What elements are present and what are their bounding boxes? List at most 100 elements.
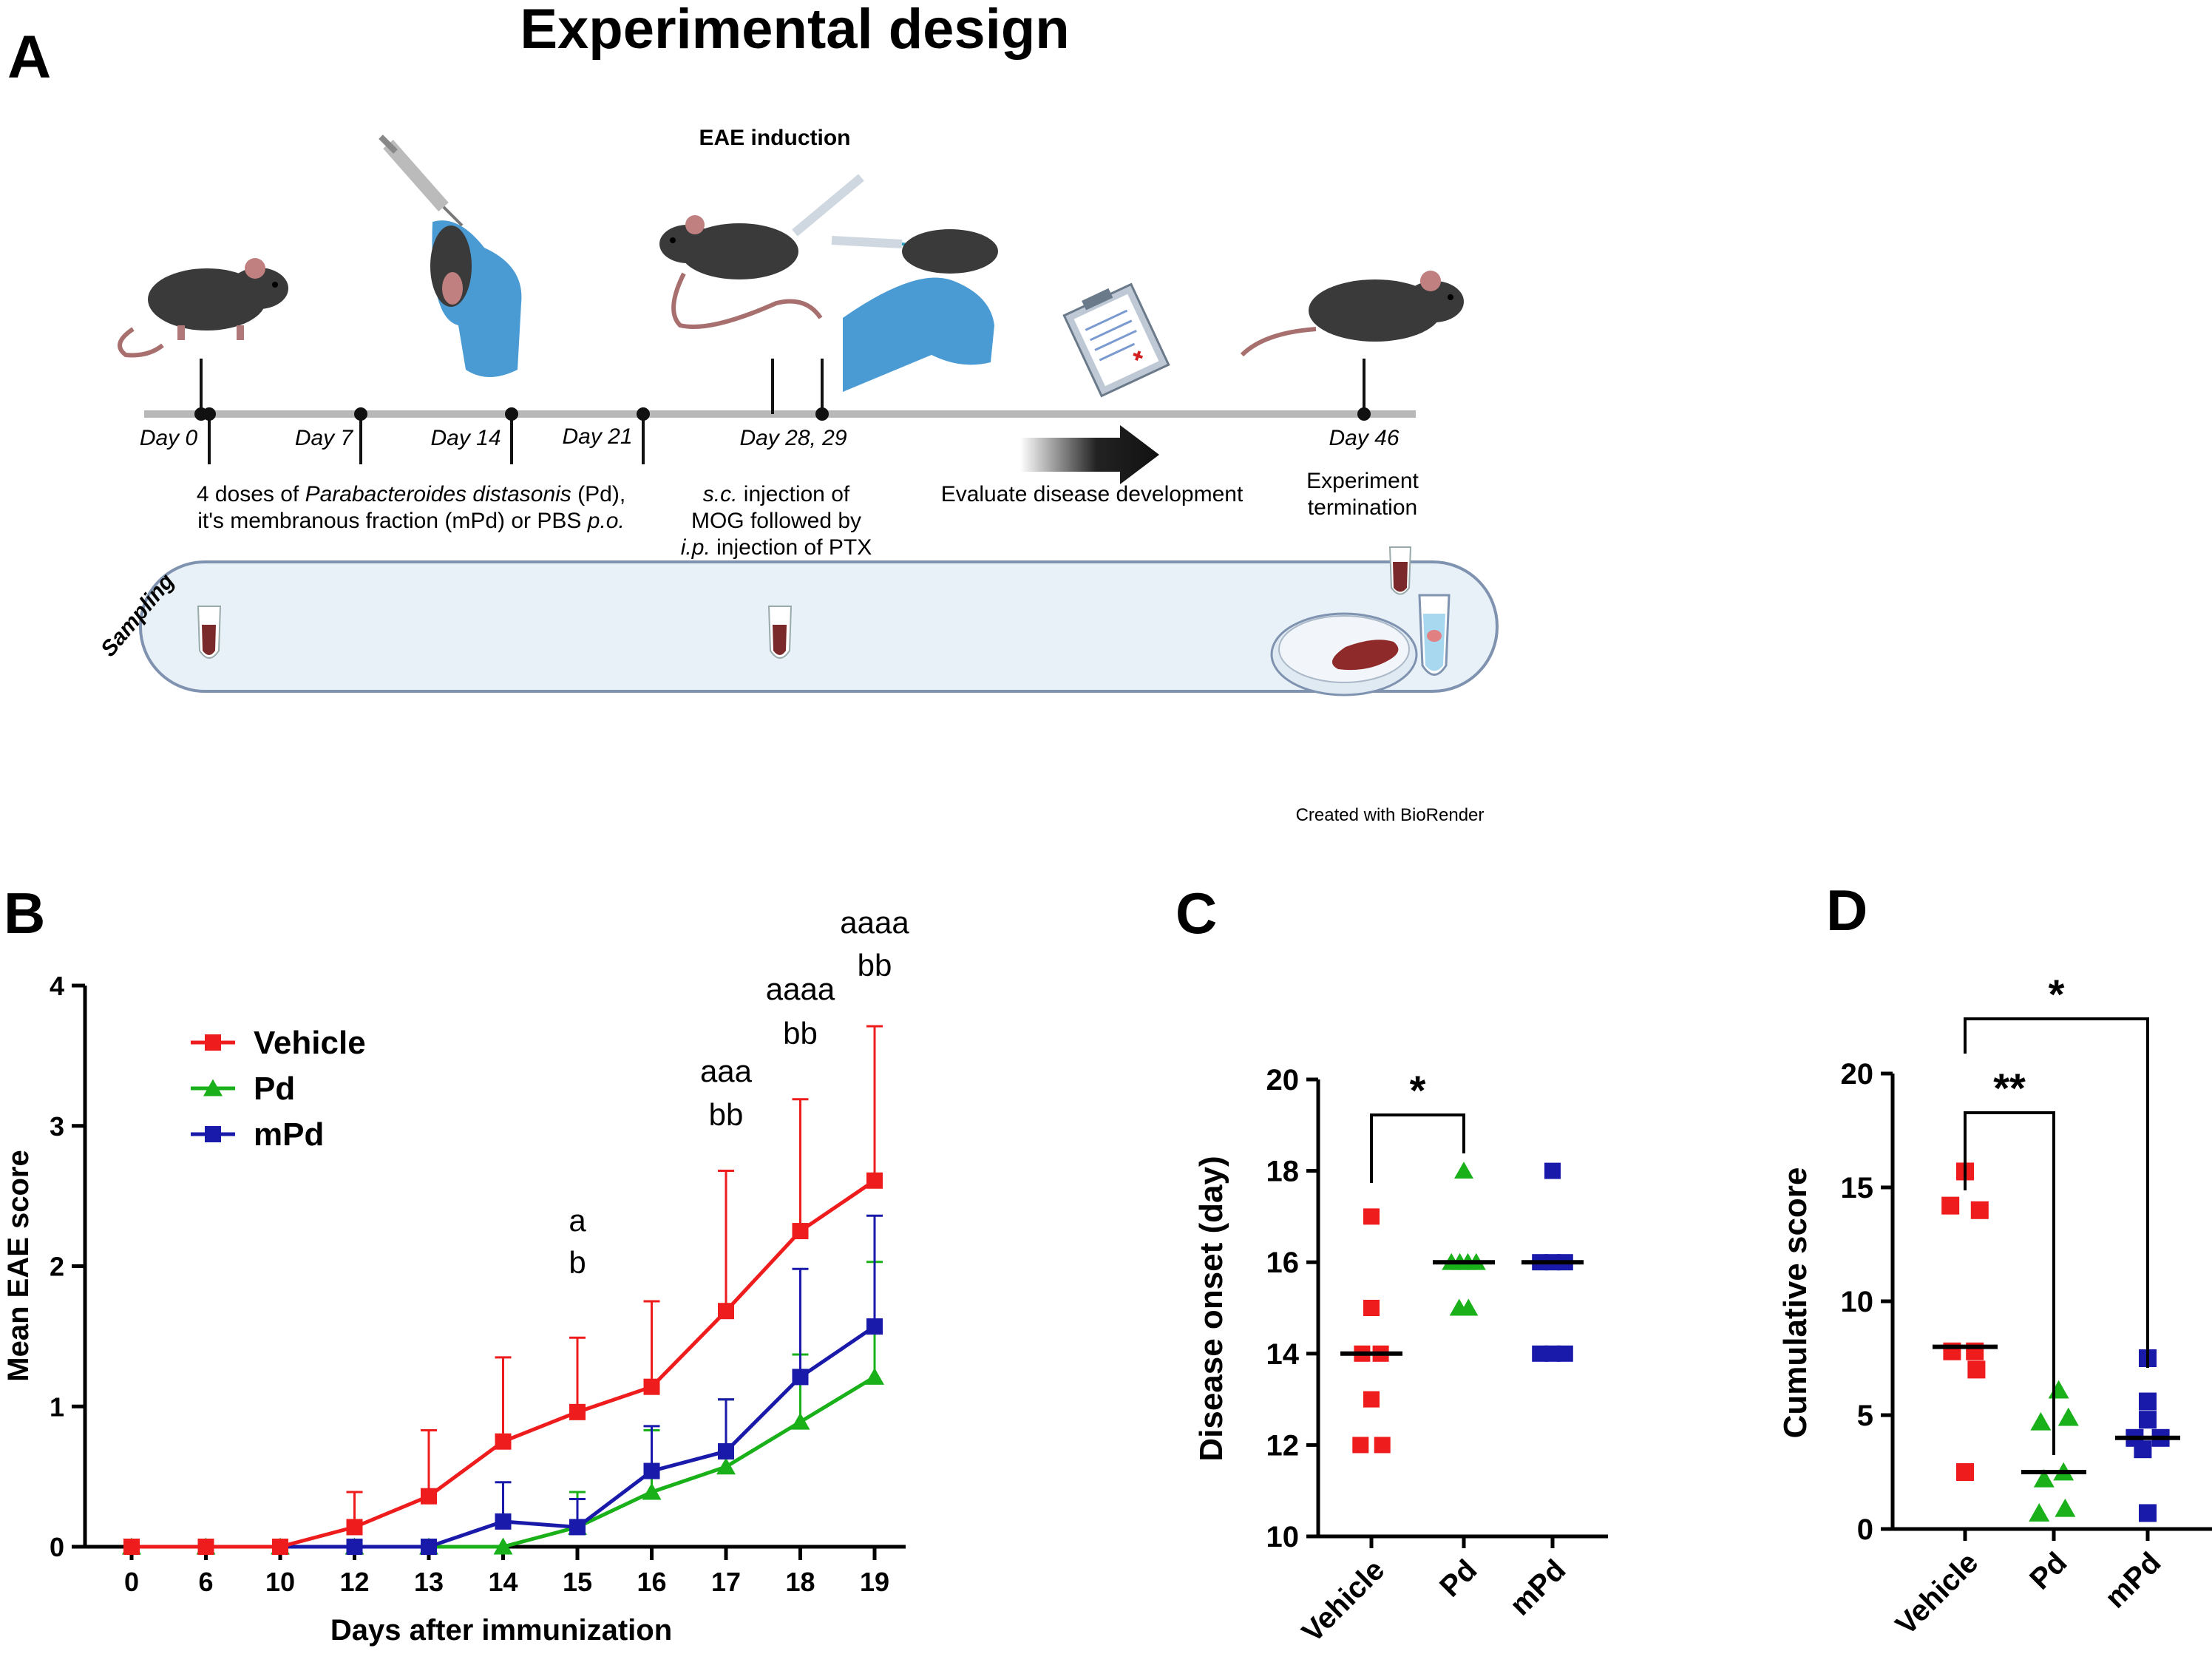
data-point xyxy=(2030,1411,2052,1431)
y-axis-label: Mean EAE score xyxy=(2,1150,35,1381)
data-point xyxy=(123,1539,140,1555)
significance-brackets: * xyxy=(1370,1067,1465,1183)
sample-tube-icon xyxy=(1418,594,1451,676)
legend-marker xyxy=(205,1034,221,1051)
data-point xyxy=(1454,1162,1473,1179)
y-tick-label: 16 xyxy=(1266,1247,1300,1279)
data-point xyxy=(792,1223,809,1240)
timeline-ticks xyxy=(200,359,1365,464)
x-tick-label: 6 xyxy=(198,1567,213,1597)
y-tick-label: 15 xyxy=(1841,1172,1874,1204)
group-mpd xyxy=(1521,1162,1584,1362)
x-tick-label: 14 xyxy=(488,1567,518,1597)
y-tick-label: 1 xyxy=(50,1391,64,1422)
induction-desc-line2: MOG followed by xyxy=(691,509,861,533)
treatment-desc-line1: 4 doses of Parabacteroides distasonis (P… xyxy=(197,482,625,506)
treatment-desc-line2: it's membranous fraction (mPd) or PBS p.… xyxy=(197,509,625,533)
y-tick-label: 4 xyxy=(50,971,64,1001)
panel-c: C 10 12 14 16 18 20 Vehicle Pd mPd Disease onset … xyxy=(1175,881,1608,1649)
data-point xyxy=(642,1482,662,1500)
y-axis-label: Cumulative score xyxy=(1777,1167,1814,1439)
day-46-label: Day 46 xyxy=(1329,426,1399,450)
x-tick-label: mPd xyxy=(2099,1546,2167,1614)
gloved-hand-icon xyxy=(430,220,522,377)
x-tick-label: 18 xyxy=(785,1567,815,1597)
data-point xyxy=(1374,1437,1391,1454)
x-tick-label: Pd xyxy=(1434,1553,1483,1603)
group-pd xyxy=(1433,1162,1495,1316)
data-point xyxy=(1956,1463,1974,1481)
data-point xyxy=(346,1519,363,1536)
gloved-hand-icon xyxy=(843,229,998,392)
data-point xyxy=(2057,1407,2079,1426)
y-tick-label: 10 xyxy=(1266,1521,1300,1553)
y-tick-label: 5 xyxy=(1857,1400,1873,1432)
significance-label: * xyxy=(2049,971,2065,1017)
data-point xyxy=(2033,1468,2055,1488)
panel-d-letter: D xyxy=(1826,878,1867,943)
series-vehicle xyxy=(123,1025,883,1555)
x-tick-label: 19 xyxy=(860,1567,889,1597)
x-tick-label: 13 xyxy=(414,1567,444,1597)
significance-annotation: a xyxy=(569,1203,586,1238)
significance-annotation: bb xyxy=(783,1016,818,1051)
data-point xyxy=(792,1369,809,1386)
significance-bracket xyxy=(1964,1111,2055,1455)
mouse-icon xyxy=(118,258,288,358)
x-tick-label: 16 xyxy=(637,1567,666,1597)
data-point xyxy=(865,1367,884,1385)
data-point xyxy=(1352,1437,1369,1454)
data-point xyxy=(790,1412,810,1430)
panel-a-letter: A xyxy=(7,24,51,91)
day-14-label: Day 14 xyxy=(430,426,501,450)
x-tick-label: 17 xyxy=(711,1567,741,1597)
day-labels: Day 0 Day 7 Day 14 Day 21 Day 28, 29 Day… xyxy=(140,424,1400,450)
data-point xyxy=(1967,1360,1986,1379)
significance-annotation: aaaa xyxy=(766,972,835,1006)
y-tick-label: 18 xyxy=(1266,1156,1300,1188)
y-tick-label: 12 xyxy=(1266,1429,1300,1462)
day-0-label: Day 0 xyxy=(140,426,198,450)
data-point xyxy=(569,1519,586,1536)
data-point xyxy=(495,1513,512,1530)
day-28-label: Day 28, 29 xyxy=(739,426,847,450)
x-tick-label: 10 xyxy=(265,1567,295,1597)
significance-annotation: aaaa xyxy=(840,905,909,940)
significance-annotation: bb xyxy=(709,1097,744,1132)
eae-induction-label: EAE induction xyxy=(699,126,851,150)
significance-annotation: aaa xyxy=(700,1054,753,1088)
data-point xyxy=(1970,1201,1989,1219)
data-point xyxy=(1363,1208,1380,1225)
data-point xyxy=(866,1172,883,1189)
data-point xyxy=(2134,1440,2152,1459)
timeline-dots xyxy=(194,407,1371,421)
significance-brackets: *** xyxy=(1964,971,2149,1455)
data-point xyxy=(2048,1380,2069,1399)
data-point xyxy=(2139,1411,2157,1429)
data-point xyxy=(1544,1162,1561,1179)
y-tick-label: 20 xyxy=(1266,1064,1300,1096)
group-mpd xyxy=(2115,1349,2180,1522)
data-point xyxy=(1363,1391,1380,1408)
disease-onset-chart: 10 12 14 16 18 20 Vehicle Pd mPd Disease onset (d… xyxy=(1193,1064,1608,1649)
y-axis-label: Disease onset (day) xyxy=(1193,1156,1229,1461)
legend-marker xyxy=(205,1126,221,1142)
data-point xyxy=(197,1539,214,1555)
day-7-label: Day 7 xyxy=(295,426,354,450)
data-point xyxy=(1556,1345,1573,1362)
sample-tube-icon xyxy=(1388,546,1412,595)
x-tick-label: 12 xyxy=(339,1567,369,1597)
mouse-icon xyxy=(659,215,823,329)
x-tick-label: mPd xyxy=(1504,1553,1572,1621)
x-tick-label: Vehicle xyxy=(1296,1553,1391,1649)
mouse-icon xyxy=(1240,271,1464,357)
data-point xyxy=(1532,1345,1549,1362)
descriptions: 4 doses of Parabacteroides distasonis (P… xyxy=(197,469,1419,560)
data-point xyxy=(643,1378,660,1395)
termination-label-2: termination xyxy=(1308,495,1417,520)
significance-label: * xyxy=(1410,1067,1426,1113)
data-point xyxy=(569,1403,586,1420)
significance-annotation: b xyxy=(569,1245,586,1280)
